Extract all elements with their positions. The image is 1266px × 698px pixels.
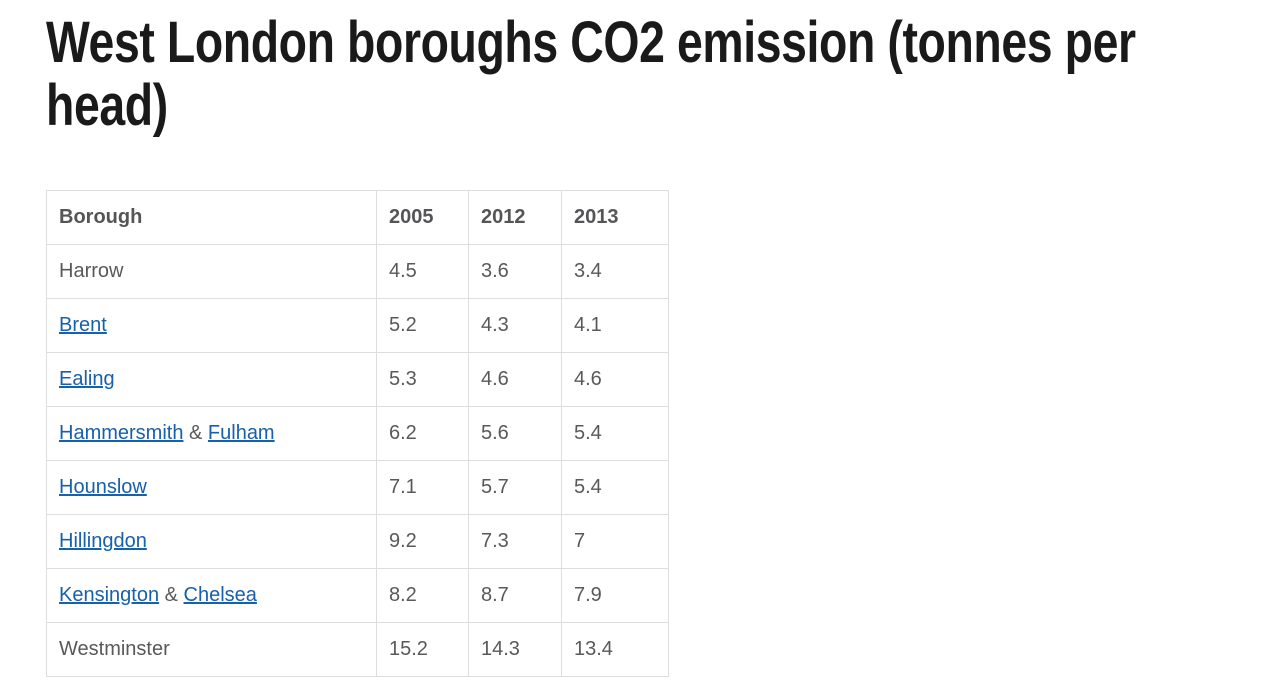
value-cell-2013: 5.4: [561, 460, 669, 516]
borough-cell: Ealing: [46, 352, 377, 408]
borough-cell: Kensington & Chelsea: [46, 568, 377, 624]
value-cell-2012: 7.3: [468, 514, 562, 570]
borough-name: Westminster: [59, 638, 170, 661]
ampersand-separator: &: [183, 422, 208, 445]
value-cell-2005: 5.2: [376, 298, 469, 354]
value-cell-2005: 6.2: [376, 406, 469, 462]
value-cell-2012: 3.6: [468, 244, 562, 300]
borough-link-fulham[interactable]: Fulham: [207, 422, 275, 445]
page-title: West London boroughs CO2 emission (tonne…: [46, 10, 1136, 138]
borough-cell: Brent: [46, 298, 377, 354]
borough-link-kensington[interactable]: Kensington: [59, 584, 160, 607]
borough-cell: Westminster: [46, 622, 377, 678]
table-row-ealing: Ealing 5.3 4.6 4.6: [46, 352, 669, 408]
value-cell-2013: 13.4: [561, 622, 669, 678]
column-header-2012: 2012: [468, 190, 562, 246]
value-cell-2013: 7: [561, 514, 669, 570]
value-cell-2005: 8.2: [376, 568, 469, 624]
value-cell-2005: 4.5: [376, 244, 469, 300]
value-cell-2005: 15.2: [376, 622, 469, 678]
value-cell-2012: 14.3: [468, 622, 562, 678]
borough-link-ealing[interactable]: Ealing: [59, 368, 115, 391]
value-cell-2013: 4.1: [561, 298, 669, 354]
value-cell-2005: 7.1: [376, 460, 469, 516]
borough-link-brent[interactable]: Brent: [59, 314, 107, 337]
borough-link-hillingdon[interactable]: Hillingdon: [59, 530, 147, 553]
article-content: West London boroughs CO2 emission (tonne…: [0, 10, 1266, 678]
table-row-hillingdon: Hillingdon 9.2 7.3 7: [46, 514, 669, 570]
table-body: Harrow 4.5 3.6 3.4 Brent 5.2 4.3 4.1 Eal…: [46, 244, 669, 678]
column-header-2013: 2013: [561, 190, 669, 246]
table-row-hammersmith-fulham: Hammersmith & Fulham 6.2 5.6 5.4: [46, 406, 669, 462]
value-cell-2013: 4.6: [561, 352, 669, 408]
header-row: Borough 2005 2012 2013: [46, 190, 669, 246]
borough-link-hammersmith[interactable]: Hammersmith: [59, 422, 184, 445]
value-cell-2013: 5.4: [561, 406, 669, 462]
value-cell-2012: 4.6: [468, 352, 562, 408]
table-row-harrow: Harrow 4.5 3.6 3.4: [46, 244, 669, 300]
borough-link-chelsea[interactable]: Chelsea: [183, 584, 257, 607]
value-cell-2012: 4.3: [468, 298, 562, 354]
borough-cell: Harrow: [46, 244, 377, 300]
table-row-westminster: Westminster 15.2 14.3 13.4: [46, 622, 669, 678]
value-cell-2013: 3.4: [561, 244, 669, 300]
borough-cell: Hillingdon: [46, 514, 377, 570]
column-header-2005: 2005: [376, 190, 469, 246]
borough-cell: Hounslow: [46, 460, 377, 516]
value-cell-2013: 7.9: [561, 568, 669, 624]
value-cell-2005: 5.3: [376, 352, 469, 408]
co2-emissions-table: Borough 2005 2012 2013 Harrow 4.5 3.6 3.…: [46, 190, 669, 678]
table-header: Borough 2005 2012 2013: [46, 190, 669, 246]
table-row-brent: Brent 5.2 4.3 4.1: [46, 298, 669, 354]
value-cell-2012: 5.7: [468, 460, 562, 516]
borough-cell: Hammersmith & Fulham: [46, 406, 377, 462]
value-cell-2012: 8.7: [468, 568, 562, 624]
table-row-kensington-chelsea: Kensington & Chelsea 8.2 8.7 7.9: [46, 568, 669, 624]
ampersand-separator: &: [159, 584, 184, 607]
borough-name: Harrow: [59, 260, 124, 283]
column-header-borough: Borough: [46, 190, 377, 246]
borough-link-hounslow[interactable]: Hounslow: [59, 476, 147, 499]
value-cell-2005: 9.2: [376, 514, 469, 570]
value-cell-2012: 5.6: [468, 406, 562, 462]
table-row-hounslow: Hounslow 7.1 5.7 5.4: [46, 460, 669, 516]
